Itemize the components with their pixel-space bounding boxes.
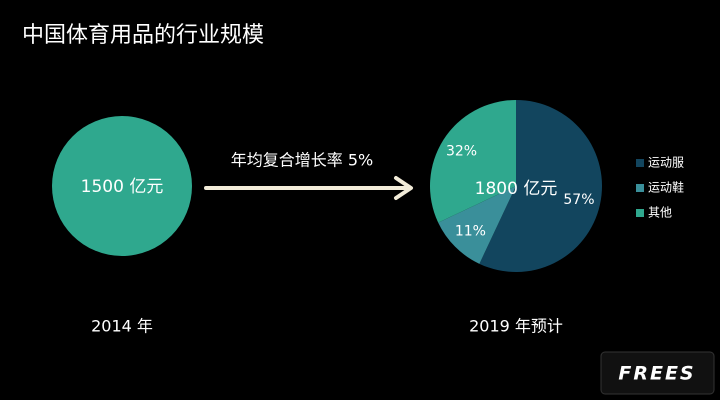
logo-text: FREES: [618, 363, 695, 385]
pie-center-label: 1800 亿元: [475, 179, 558, 199]
pie-caption: 2019 年预计: [469, 317, 563, 336]
slice-label: 57%: [563, 192, 594, 208]
legend-swatch: [636, 209, 644, 217]
pie-slice: [429, 100, 516, 223]
growth-label: 年均复合增长率 5%: [231, 151, 373, 170]
pie-slice: [438, 186, 516, 264]
baseline-circle: [52, 116, 192, 256]
pie-chart: 57% 运动服 11% 运动鞋 32% 其他 1800 亿元: [429, 100, 684, 272]
legend-swatch: [636, 159, 644, 167]
pie-slice: [479, 100, 602, 272]
slice-label: 11%: [455, 224, 486, 240]
baseline-label: 1500 亿元: [81, 177, 164, 197]
logo-box: [600, 351, 715, 395]
arrow: [204, 176, 413, 200]
slide-title: 中国体育用品的行业规模: [22, 23, 264, 48]
logo: FREES: [600, 351, 715, 395]
legend-label: 其他: [648, 206, 672, 220]
legend-label: 运动服: [648, 156, 684, 170]
legend-label: 运动鞋: [648, 180, 684, 195]
baseline-caption: 2014 年: [91, 317, 153, 336]
legend-swatch: [636, 184, 644, 192]
slice-label: 32%: [446, 143, 477, 159]
